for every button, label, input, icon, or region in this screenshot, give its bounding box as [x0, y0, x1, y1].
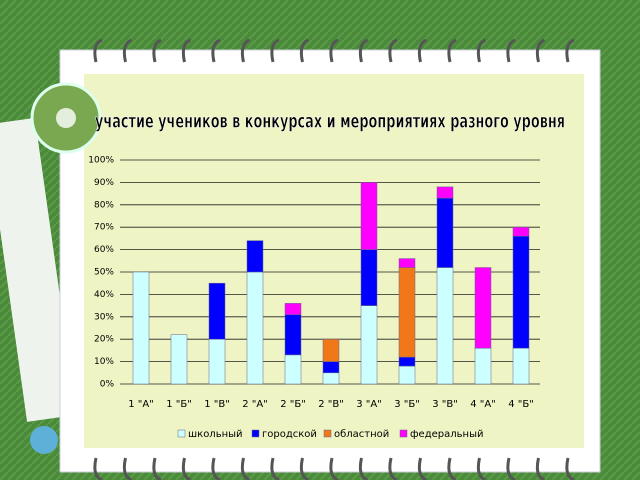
chart-title: участие учеников в конкурсах и мероприят…: [95, 111, 565, 133]
ring: [211, 457, 221, 482]
x-tick-label: 1 "Б": [166, 399, 192, 410]
bar-segment: [398, 258, 416, 268]
y-tick-label: 40%: [94, 290, 114, 300]
ring: [270, 38, 280, 63]
bar-segment: [360, 182, 378, 250]
bar-segment: [436, 197, 454, 268]
bar-segment: [284, 354, 302, 385]
bar-segment: [322, 361, 340, 374]
y-tick-label: 20%: [94, 335, 114, 345]
x-tick-label: 4 "Б": [508, 399, 534, 410]
ring: [299, 457, 310, 482]
y-tick-label: 60%: [94, 245, 114, 255]
x-tick-label: 3 "В": [432, 399, 458, 410]
ring: [358, 38, 369, 63]
ring: [417, 457, 428, 482]
ring: [565, 38, 575, 63]
x-tick-label: 1 "А": [128, 399, 154, 410]
legend-label: федеральный: [410, 429, 483, 440]
bar-segment: [170, 334, 188, 385]
legend-label: областной: [334, 429, 389, 440]
ring: [240, 457, 251, 482]
bar-segment: [208, 282, 226, 340]
bar-segment: [398, 267, 416, 358]
x-tick-label: 1 "В": [204, 399, 230, 410]
bar-segment: [360, 305, 378, 385]
flower: [56, 108, 76, 128]
y-tick-label: 90%: [94, 178, 114, 188]
bar-segment: [246, 271, 264, 385]
x-tick-label: 3 "Б": [394, 399, 420, 410]
back-sheet: [0, 117, 77, 422]
ring: [565, 457, 575, 482]
ring: [358, 457, 369, 482]
bar-segment: [398, 356, 416, 367]
bar-segment: [360, 249, 378, 306]
x-tick-label: 2 "А": [242, 399, 268, 410]
ring: [417, 38, 428, 63]
ring: [388, 457, 398, 482]
ring: [211, 38, 221, 63]
ring: [476, 457, 487, 482]
ring: [240, 38, 251, 63]
y-tick-label: 100%: [88, 156, 114, 166]
bar-segment: [284, 314, 302, 356]
ring: [152, 457, 162, 482]
bar-segment: [246, 240, 264, 273]
bar-segment: [512, 235, 530, 349]
bar-segment: [436, 267, 454, 385]
ring: [93, 38, 103, 63]
y-tick-label: 0%: [100, 380, 115, 390]
ring: [535, 38, 546, 63]
chart-panel: [84, 74, 584, 448]
bar-segment: [436, 186, 454, 199]
ring: [93, 457, 103, 482]
legend-swatch: [399, 429, 408, 438]
ring: [447, 38, 457, 63]
x-tick-label: 4 "А": [470, 399, 496, 410]
x-tick-label: 3 "А": [356, 399, 382, 410]
legend-label: школьный: [188, 429, 243, 440]
ring: [181, 38, 192, 63]
ring: [506, 38, 516, 63]
ring: [122, 38, 133, 63]
bar-segment: [398, 365, 416, 385]
bar-segment: [512, 226, 530, 237]
bar-segment: [474, 267, 492, 349]
legend-swatch: [323, 429, 332, 438]
ring: [447, 457, 457, 482]
x-tick-label: 2 "В": [318, 399, 344, 410]
y-tick-label: 80%: [94, 200, 114, 210]
ring: [299, 38, 310, 63]
bar-segment: [322, 338, 340, 362]
rings: [93, 38, 575, 482]
bar-segment: [512, 347, 530, 385]
y-tick-label: 30%: [94, 312, 114, 322]
ring: [388, 38, 398, 63]
legend-swatch: [251, 429, 260, 438]
ring: [152, 38, 162, 63]
y-tick-label: 70%: [94, 223, 114, 233]
y-tick-label: 10%: [94, 357, 114, 367]
bar-segment: [474, 347, 492, 385]
ring: [329, 457, 339, 482]
bar-segment: [322, 372, 340, 385]
ring: [506, 457, 516, 482]
ring: [181, 457, 192, 482]
ring: [329, 38, 339, 63]
legend-swatch: [177, 429, 186, 438]
x-tick-label: 2 "Б": [280, 399, 306, 410]
ring: [535, 457, 546, 482]
bar-segment: [132, 271, 150, 385]
y-tick-label: 50%: [94, 268, 114, 278]
ring: [270, 457, 280, 482]
bar-segment: [208, 338, 226, 385]
legend-label: городской: [262, 429, 317, 440]
flower: [30, 426, 58, 454]
ring: [476, 38, 487, 63]
bar-segment: [284, 303, 302, 315]
ring: [122, 457, 133, 482]
